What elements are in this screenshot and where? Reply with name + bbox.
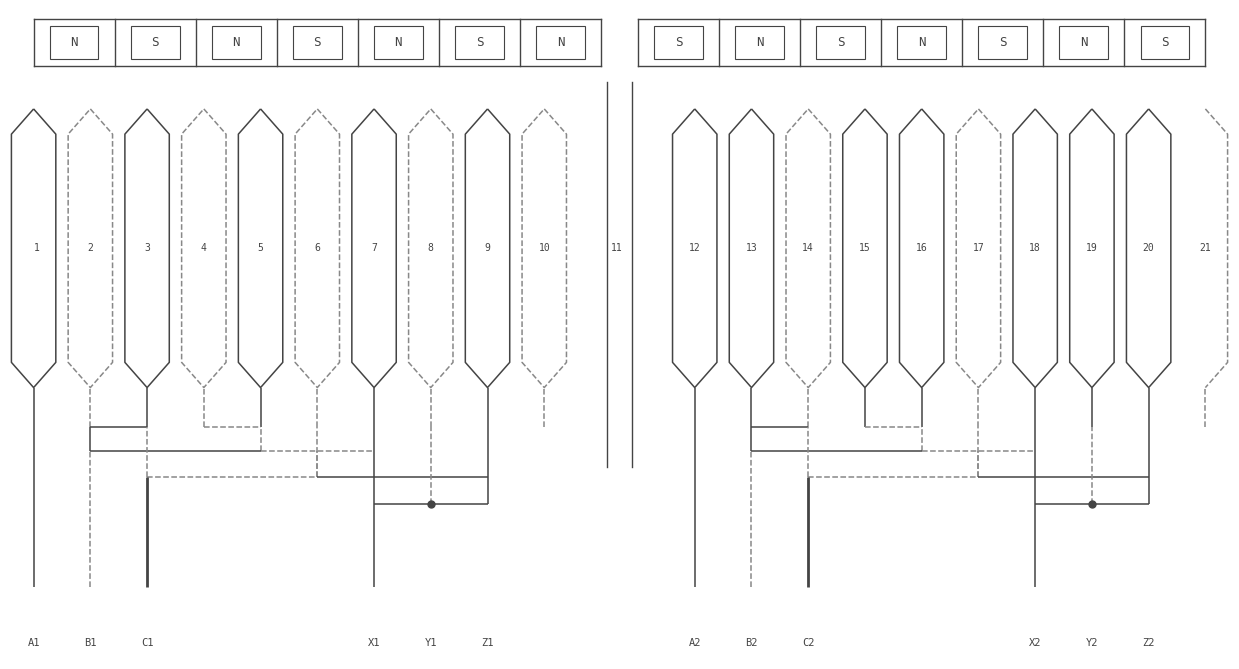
Text: 4: 4	[201, 244, 207, 254]
Text: N: N	[556, 36, 564, 49]
Text: B1: B1	[84, 638, 97, 648]
Bar	[1059, 26, 1108, 59]
Text: A1: A1	[27, 638, 40, 648]
Text: S: S	[999, 36, 1006, 49]
Text: B2: B2	[745, 638, 758, 648]
Bar	[654, 26, 703, 59]
Bar	[817, 26, 865, 59]
Text: X1: X1	[368, 638, 380, 648]
Text: S: S	[476, 36, 483, 49]
Text: 12: 12	[689, 244, 700, 254]
Text: 1: 1	[33, 244, 40, 254]
Text: 15: 15	[859, 244, 871, 254]
Text: 11: 11	[611, 244, 623, 254]
Text: C1: C1	[141, 638, 154, 648]
Text: Y1: Y1	[425, 638, 437, 648]
Text: S: S	[675, 36, 683, 49]
Text: 13: 13	[746, 244, 757, 254]
Bar	[897, 26, 947, 59]
Text: Z2: Z2	[1142, 638, 1155, 648]
Text: 8: 8	[427, 244, 434, 254]
Text: 20: 20	[1142, 244, 1155, 254]
Text: N: N	[233, 36, 240, 49]
Text: N: N	[756, 36, 763, 49]
Text: 5: 5	[258, 244, 264, 254]
Text: 14: 14	[803, 244, 814, 254]
Text: N: N	[918, 36, 926, 49]
Text: 10: 10	[539, 244, 550, 254]
Text: 16: 16	[916, 244, 928, 254]
Bar	[374, 26, 422, 59]
Text: C2: C2	[802, 638, 814, 648]
Text: X2: X2	[1028, 638, 1042, 648]
Text: 21: 21	[1199, 244, 1212, 254]
Text: S: S	[836, 36, 845, 49]
Text: 7: 7	[372, 244, 377, 254]
Bar	[455, 26, 504, 59]
Text: 17: 17	[973, 244, 984, 254]
Text: 6: 6	[315, 244, 320, 254]
Text: A2: A2	[689, 638, 701, 648]
Text: 18: 18	[1030, 244, 1041, 254]
Bar	[50, 26, 98, 59]
Text: 19: 19	[1087, 244, 1098, 254]
Bar	[979, 26, 1027, 59]
Text: S: S	[1161, 36, 1168, 49]
Bar	[212, 26, 260, 59]
Bar	[292, 26, 342, 59]
Text: 9: 9	[484, 244, 491, 254]
Bar	[1141, 26, 1189, 59]
Text: Y2: Y2	[1085, 638, 1098, 648]
Text: S: S	[313, 36, 321, 49]
Text: Z1: Z1	[481, 638, 494, 648]
Bar	[536, 26, 585, 59]
Text: S: S	[151, 36, 159, 49]
Text: 2: 2	[88, 244, 93, 254]
Text: N: N	[1080, 36, 1088, 49]
Bar	[735, 26, 784, 59]
Text: N: N	[394, 36, 403, 49]
Text: N: N	[71, 36, 78, 49]
Text: 3: 3	[144, 244, 150, 254]
Bar	[131, 26, 180, 59]
